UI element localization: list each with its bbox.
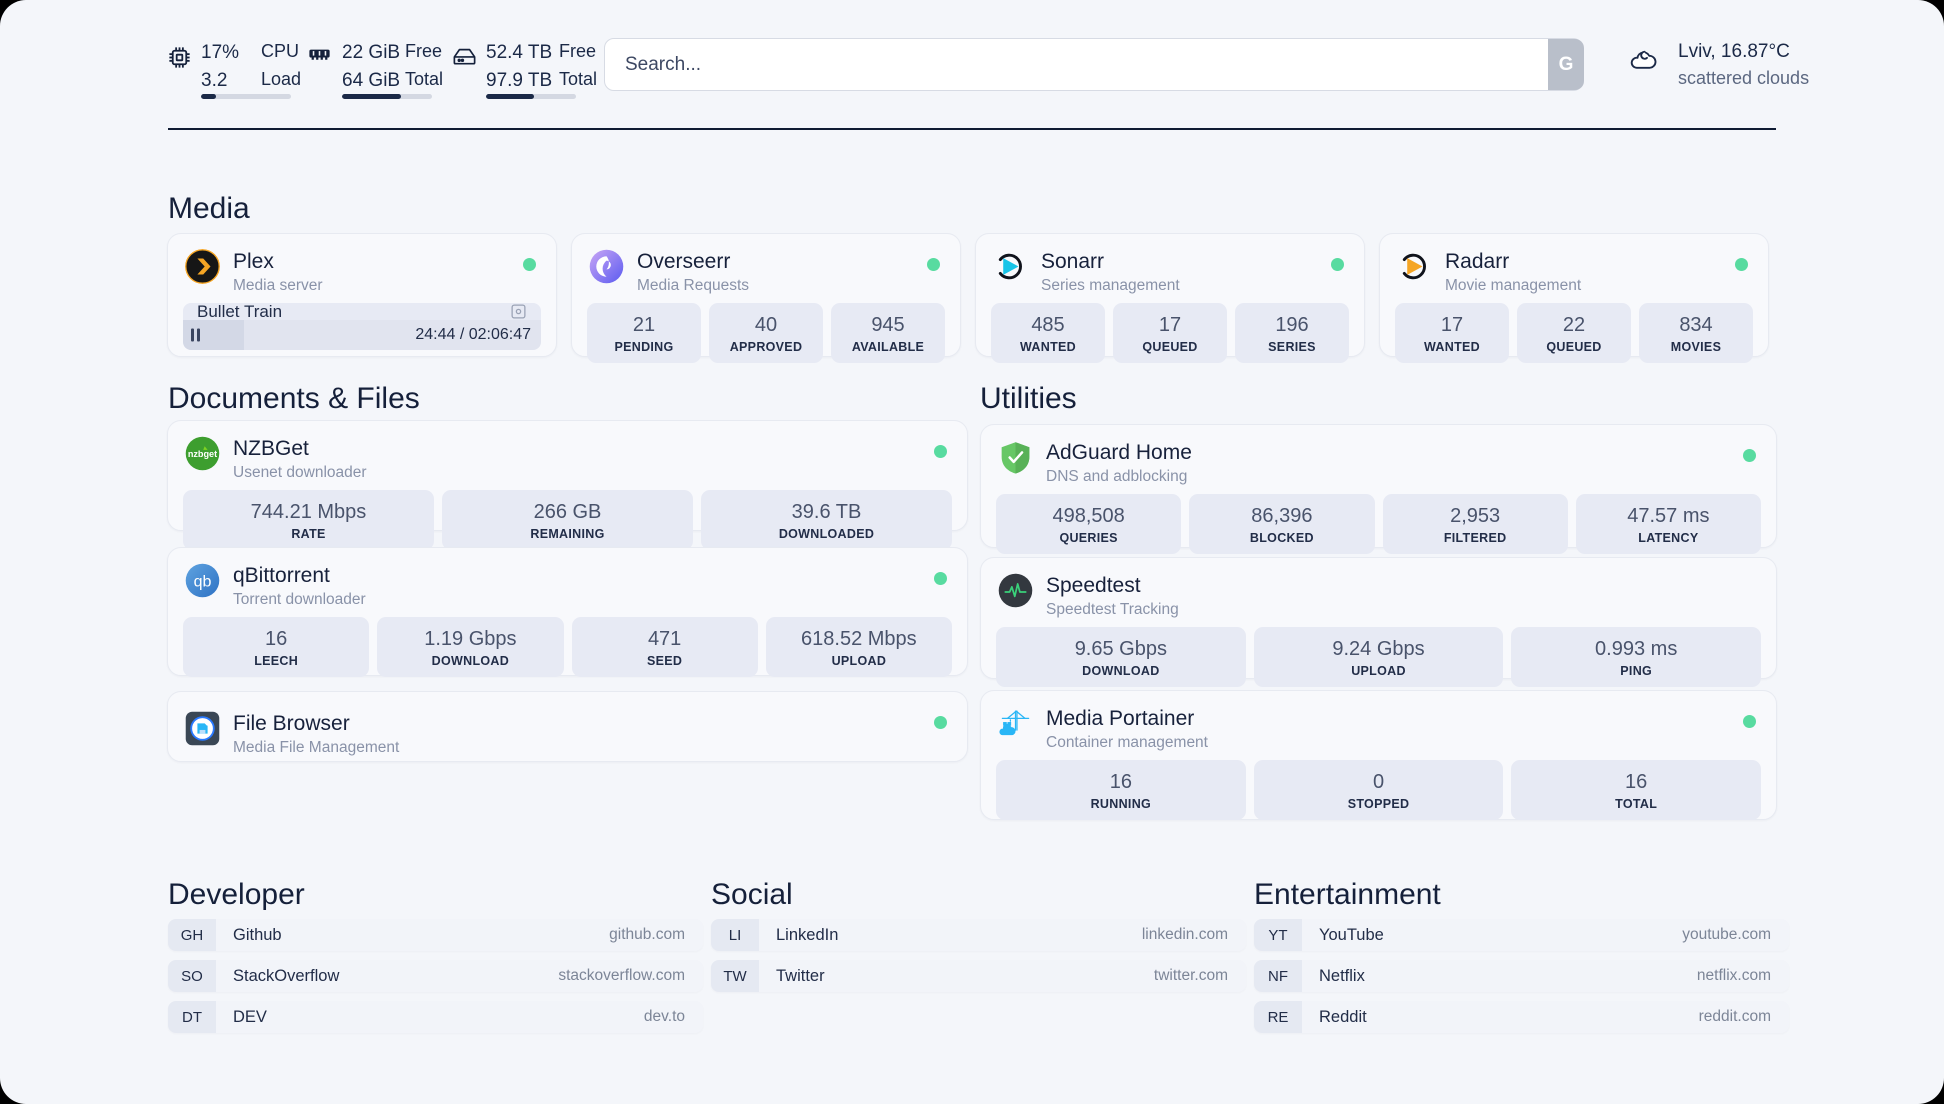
- svg-text:qb: qb: [194, 572, 212, 590]
- svg-text:nzbget: nzbget: [188, 449, 217, 459]
